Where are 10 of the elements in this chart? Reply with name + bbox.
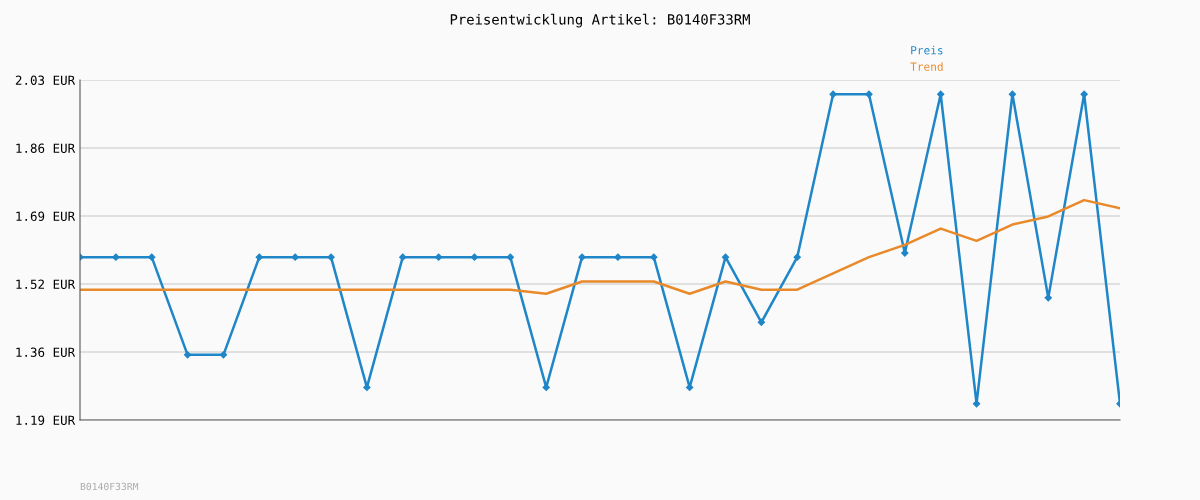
text: Preis <box>911 45 943 55</box>
y-tick-label: 1.52 EUR <box>16 279 76 289</box>
y-tick-label: 2.03 EUR <box>15 75 76 85</box>
y-tick-label: 1.19 EUR <box>16 415 76 425</box>
y-tick-label: 1.69 EUR <box>16 211 76 221</box>
text: Trend <box>910 62 943 71</box>
chart-title: Preisentwicklung Artikel: B0140F33RM <box>450 13 750 28</box>
text: B0140F33RM <box>80 482 139 491</box>
y-tick-label: 1.36 EUR <box>16 347 76 357</box>
y-tick-label: 1.86 EUR <box>16 143 76 153</box>
